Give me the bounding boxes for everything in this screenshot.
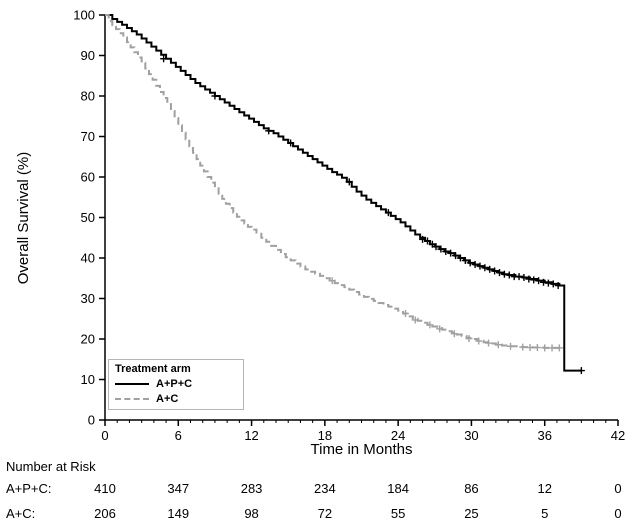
risk-count: 283 (240, 481, 263, 496)
solid-line-sample-icon (115, 383, 149, 385)
risk-count: 234 (313, 481, 336, 496)
y-tick-label: 60 (81, 170, 95, 185)
risk-count: 25 (464, 506, 479, 521)
risk-row-label: A+C: (6, 506, 36, 521)
y-tick-label: 70 (81, 129, 95, 144)
legend-entry-ac: A+C (115, 393, 237, 405)
y-tick-label: 40 (81, 251, 95, 266)
x-tick-label: 42 (611, 428, 625, 443)
x-tick-label: 0 (101, 428, 108, 443)
dashed-line-sample-icon (115, 398, 149, 400)
x-tick-label: 24 (391, 428, 405, 443)
risk-row-ac: A+C: 206 149 98 72 55 25 5 0 (0, 506, 639, 522)
y-tick-label: 30 (81, 291, 95, 306)
risk-row-label: A+P+C: (6, 481, 52, 496)
y-tick-label: 10 (81, 372, 95, 387)
x-axis-label: Time in Months (310, 441, 413, 458)
risk-count: 12 (537, 481, 552, 496)
y-axis-label: Overall Survival (%) (15, 151, 32, 285)
x-tick-label: 6 (175, 428, 182, 443)
risk-count: 72 (317, 506, 333, 521)
y-tick-label: 50 (81, 210, 95, 225)
legend-entry-label: A+C (156, 393, 179, 405)
risk-count: 206 (94, 506, 116, 521)
x-tick-label: 36 (537, 428, 551, 443)
risk-row-apc: A+P+C: 410 347 283 234 184 86 12 0 (0, 481, 639, 497)
risk-count: 149 (167, 506, 190, 521)
legend-title: Treatment arm (115, 363, 191, 375)
y-tick-label: 80 (81, 89, 95, 104)
risk-count: 184 (387, 481, 409, 496)
x-tick-label: 18 (318, 428, 332, 443)
risk-count: 0 (614, 481, 622, 496)
risk-count: 86 (464, 481, 479, 496)
y-tick-label: 20 (81, 332, 95, 347)
x-tick-label: 12 (244, 428, 258, 443)
series-A-C (105, 14, 560, 349)
legend-entry-apc: A+P+C (115, 378, 237, 390)
risk-count: 5 (541, 506, 549, 521)
y-tick-label: 0 (88, 413, 95, 428)
risk-count: 0 (614, 506, 622, 521)
risk-count: 347 (167, 481, 190, 496)
legend: Treatment arm A+P+C A+C (108, 359, 244, 410)
series-A-P-C (105, 14, 582, 372)
y-tick-label: 90 (81, 48, 95, 63)
risk-count: 55 (390, 506, 406, 521)
x-tick-label: 30 (464, 428, 478, 443)
risk-count: 410 (94, 481, 116, 496)
legend-entry-label: A+P+C (156, 378, 193, 390)
y-tick-label: 100 (73, 8, 95, 23)
risk-count: 98 (244, 506, 259, 521)
risk-table-title: Number at Risk (6, 459, 96, 474)
